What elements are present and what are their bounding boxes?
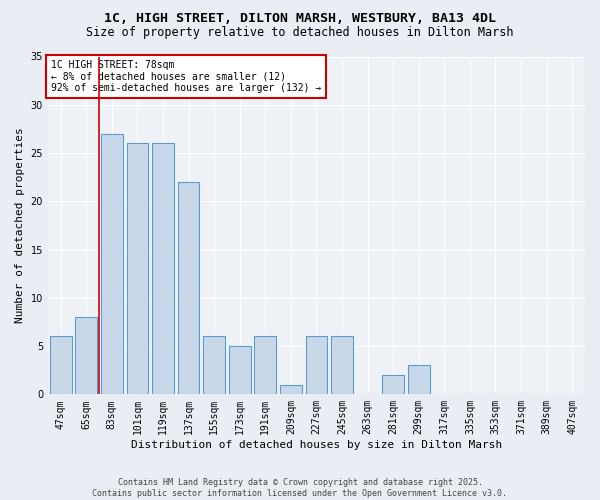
- Bar: [408, 366, 430, 394]
- Bar: [127, 144, 148, 394]
- Text: 1C, HIGH STREET, DILTON MARSH, WESTBURY, BA13 4DL: 1C, HIGH STREET, DILTON MARSH, WESTBURY,…: [104, 12, 496, 26]
- Bar: [229, 346, 251, 395]
- Bar: [50, 336, 71, 394]
- Bar: [382, 375, 404, 394]
- Text: 1C HIGH STREET: 78sqm
← 8% of detached houses are smaller (12)
92% of semi-detac: 1C HIGH STREET: 78sqm ← 8% of detached h…: [50, 60, 321, 93]
- Y-axis label: Number of detached properties: Number of detached properties: [15, 128, 25, 324]
- Text: Size of property relative to detached houses in Dilton Marsh: Size of property relative to detached ho…: [86, 26, 514, 39]
- Bar: [76, 317, 97, 394]
- Bar: [331, 336, 353, 394]
- Bar: [305, 336, 328, 394]
- Bar: [203, 336, 225, 394]
- Text: Contains HM Land Registry data © Crown copyright and database right 2025.
Contai: Contains HM Land Registry data © Crown c…: [92, 478, 508, 498]
- X-axis label: Distribution of detached houses by size in Dilton Marsh: Distribution of detached houses by size …: [131, 440, 502, 450]
- Bar: [101, 134, 123, 394]
- Bar: [254, 336, 276, 394]
- Bar: [152, 144, 174, 394]
- Bar: [178, 182, 199, 394]
- Bar: [280, 384, 302, 394]
